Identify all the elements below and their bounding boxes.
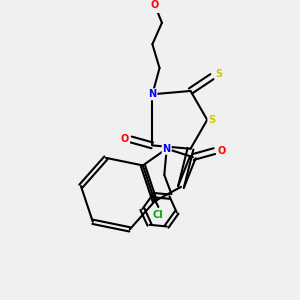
Text: Cl: Cl [153, 210, 164, 220]
Text: O: O [151, 0, 159, 10]
Text: S: S [216, 69, 223, 79]
Text: S: S [208, 115, 215, 125]
Text: N: N [163, 144, 171, 154]
Text: N: N [148, 89, 156, 99]
Text: O: O [121, 134, 129, 145]
Text: O: O [218, 146, 226, 156]
